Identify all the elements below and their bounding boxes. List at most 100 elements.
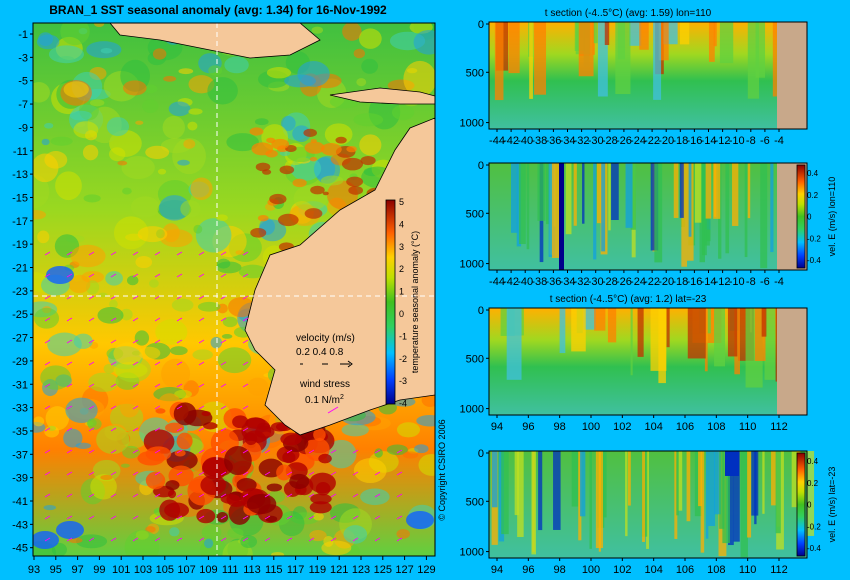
wind-arrow — [44, 427, 51, 432]
lon-tick-label: 119 — [309, 564, 327, 576]
warm-anomaly-patch — [304, 208, 323, 219]
warm-anomaly-patch — [304, 141, 325, 154]
sst-patch — [240, 535, 258, 548]
wind-arrow — [66, 339, 73, 344]
wind-arrow — [198, 251, 205, 256]
sst-patch — [413, 29, 435, 55]
sst-patch — [356, 78, 367, 87]
sst-colorbar-tick: 0 — [399, 309, 404, 319]
section-feature — [658, 22, 669, 61]
wind-legend-superscript: 2 — [340, 394, 344, 401]
wind-arrow — [88, 317, 95, 322]
lon-tick-label: 127 — [395, 564, 413, 576]
sst-patch — [216, 258, 231, 269]
lat-tick-label: -19 — [12, 239, 28, 251]
sst-patch — [47, 425, 57, 431]
section-feature — [747, 22, 760, 99]
x-tick-label: -14 — [701, 276, 717, 288]
x-tick-label: -4 — [774, 135, 784, 147]
sst-patch — [222, 316, 238, 328]
wind-arrow — [66, 405, 73, 410]
wind-arrow — [176, 339, 183, 344]
sst-anomaly-field — [33, 23, 435, 556]
wind-arrow — [132, 427, 139, 432]
section-feature — [775, 451, 781, 534]
velocity-colorbar — [796, 452, 806, 557]
x-tick-label: -12 — [715, 135, 731, 147]
wind-arrow — [176, 515, 183, 520]
section-feature — [518, 163, 526, 245]
wind-arrow — [330, 449, 337, 454]
section-feature — [596, 163, 605, 224]
wind-arrow — [154, 361, 161, 366]
sst-patch — [126, 275, 139, 286]
warm-anomaly-patch — [285, 145, 297, 152]
x-tick-label: -26 — [616, 276, 632, 288]
warm-anomaly-patch — [249, 127, 264, 136]
wind-arrow — [88, 427, 95, 432]
wind-arrow — [66, 317, 73, 322]
section-feature — [719, 451, 725, 529]
section-feature — [611, 163, 619, 221]
cool-anomaly-patch — [406, 511, 434, 529]
section-feature — [754, 308, 766, 361]
depth-tick-label: 500 — [466, 353, 484, 365]
section-feature — [492, 451, 498, 508]
wind-arrow — [198, 427, 205, 432]
lon-tick-label: 113 — [243, 564, 261, 576]
wind-arrow — [308, 515, 315, 520]
section-feature — [705, 163, 712, 219]
wind-arrow — [286, 537, 293, 542]
x-tick-label: 106 — [676, 564, 694, 576]
depth-tick-label: 500 — [466, 208, 484, 220]
section-feature — [578, 22, 594, 77]
wind-arrow — [286, 471, 293, 476]
section-feature — [646, 451, 649, 549]
section-feature — [597, 22, 608, 97]
sst-patch — [98, 292, 108, 298]
wind-arrow — [176, 383, 183, 388]
section-land-mask — [777, 22, 807, 129]
x-tick-label: -38 — [531, 135, 547, 147]
warm-anomaly-patch — [309, 501, 332, 514]
section-feature — [673, 163, 679, 218]
wind-legend-title: wind stress — [299, 379, 350, 390]
section-feature — [607, 308, 617, 343]
warm-anomaly-patch — [269, 193, 287, 205]
lat-tick-label: -21 — [12, 263, 28, 275]
wind-arrow — [154, 427, 161, 432]
sst-patch — [113, 342, 143, 365]
wind-arrow — [220, 273, 227, 278]
warm-anomaly-patch — [271, 138, 290, 150]
wind-arrow — [132, 515, 139, 520]
cool-anomaly-patch — [33, 531, 59, 549]
sst-patch — [178, 68, 194, 75]
sst-patch — [86, 418, 97, 428]
section-feature — [595, 451, 604, 549]
section-feature — [548, 163, 555, 257]
sst-patch — [414, 444, 429, 454]
wind-arrow — [132, 471, 139, 476]
sst-patch — [82, 144, 99, 161]
wind-arrow — [110, 537, 117, 542]
x-tick-label: -40 — [517, 276, 533, 288]
section-panels: t section (-4..5°C) (avg: 1.59) lon=110 0… — [460, 8, 837, 576]
wind-arrow — [220, 515, 227, 520]
velocity-colorbar-tick: 0.4 — [807, 169, 819, 178]
sst-patch — [403, 60, 435, 97]
wind-arrow — [110, 515, 117, 520]
section-panel-v-lat: 0 500 1000 94 96 98 100 102 104 106 108 110 112 0.4 0.… — [460, 448, 837, 576]
sst-patch — [120, 308, 133, 321]
depth-tick-label: 1000 — [460, 259, 484, 271]
sst-patch — [266, 67, 292, 79]
warm-anomaly-patch — [246, 493, 277, 514]
sst-patch — [142, 99, 159, 114]
sst-patch — [122, 445, 140, 459]
wind-arrow — [330, 537, 337, 542]
section-feature — [517, 451, 524, 537]
section-feature — [744, 163, 748, 258]
section-feature — [694, 163, 702, 223]
sst-patch — [171, 298, 194, 312]
wind-arrow — [264, 537, 271, 542]
x-tick-label: -18 — [672, 135, 688, 147]
